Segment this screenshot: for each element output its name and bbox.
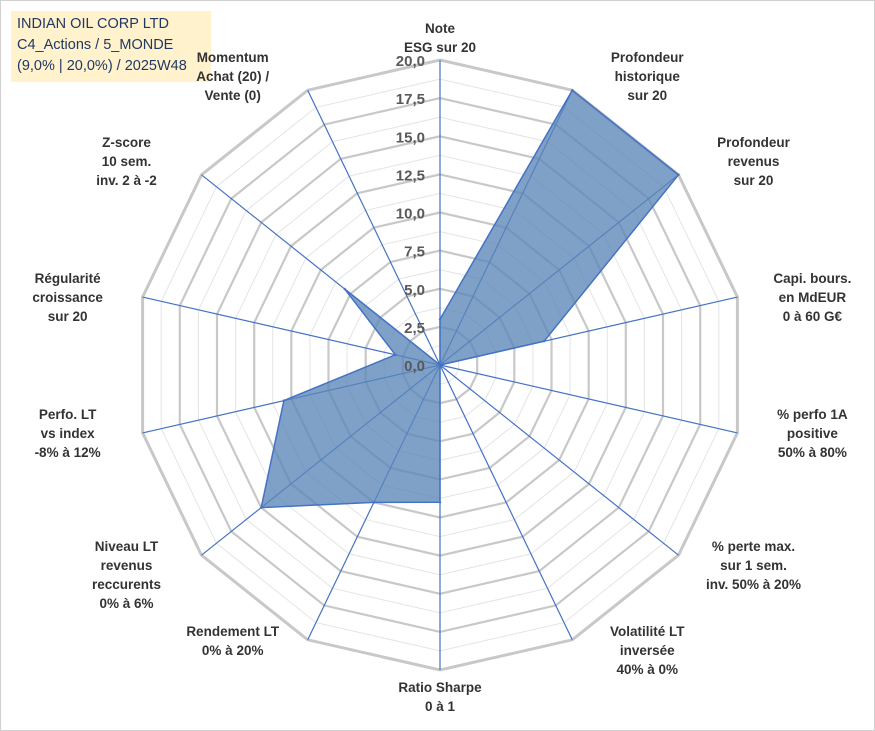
axis-label: positive <box>787 426 839 441</box>
axis-spoke <box>439 364 679 556</box>
axis-spoke <box>307 89 441 366</box>
axis-label: 10 sem. <box>102 154 152 169</box>
tick-label: 10,0 <box>396 206 425 223</box>
radar-tick-labels: 0,0 2,5 5,0 7,5 10,0 12,5 15,0 17,5 20,0 <box>396 53 425 375</box>
axis-label: reccurents <box>92 577 161 592</box>
series-point <box>542 340 546 343</box>
series-point <box>260 506 263 509</box>
axis-label: 50% à 80% <box>778 445 847 460</box>
axis-label: sur 20 <box>48 309 88 324</box>
tick-label: 20,0 <box>396 53 425 70</box>
axis-label: Profondeur <box>611 50 684 65</box>
axis-label: Régularité <box>35 271 102 286</box>
axis-label: -8% à 12% <box>35 445 101 460</box>
axis-label: historique <box>615 69 681 84</box>
axis-label: Niveau LT <box>95 539 159 554</box>
axis-label: ESG sur 20 <box>404 40 476 55</box>
axis-label: revenus <box>728 154 780 169</box>
radar-series <box>260 89 680 509</box>
axis-label: Rendement LT <box>186 624 280 639</box>
axis-label: vs index <box>41 426 96 441</box>
axis-label: Volatilité LT <box>610 624 685 639</box>
axis-label: sur 20 <box>734 173 774 188</box>
axis-label: inv. 50% à 20% <box>706 577 801 592</box>
series-point <box>282 399 286 402</box>
axis-spoke <box>439 364 738 434</box>
tick-label: 15,0 <box>396 129 425 146</box>
axis-label: % perte max. <box>712 539 795 554</box>
axis-label: 0% à 6% <box>99 596 153 611</box>
series-point <box>372 501 375 504</box>
series-area <box>260 89 680 509</box>
axis-label: inversée <box>620 643 675 658</box>
axis-label: en MdEUR <box>779 290 847 305</box>
series-point <box>343 287 346 291</box>
axis-label: Momentum <box>197 50 269 65</box>
tick-label: 7,5 <box>404 244 425 261</box>
title-line-category: C4_Actions / 5_MONDE <box>17 37 174 53</box>
axis-label: % perfo 1A <box>777 407 848 422</box>
title-line-company: INDIAN OIL CORP LTD <box>17 16 170 32</box>
axis-label: inv. 2 à -2 <box>96 173 157 188</box>
axis-label: Capi. bours. <box>773 271 851 286</box>
tick-label: 17,5 <box>396 91 425 108</box>
series-point <box>677 173 680 176</box>
tick-label: 2,5 <box>404 320 425 337</box>
axis-spoke <box>439 364 573 641</box>
axis-label: sur 20 <box>627 88 667 103</box>
series-point <box>438 318 442 321</box>
axis-label: 0% à 20% <box>202 643 264 658</box>
series-point <box>438 501 442 504</box>
axis-label: sur 1 sem. <box>720 558 787 573</box>
series-point <box>571 89 574 92</box>
axis-label: 0 à 60 G€ <box>783 309 843 324</box>
title-line-period: (9,0% | 20,0%) / 2025W48 <box>17 58 187 74</box>
radar-axis-labels: Note ESG sur 20 Profondeur historique sur 20… <box>32 21 851 714</box>
axis-label: Note <box>425 21 455 36</box>
series-point <box>438 363 442 367</box>
tick-label: 5,0 <box>404 282 425 299</box>
axis-label: Z-score <box>102 135 151 150</box>
tick-label: 0,0 <box>404 358 425 375</box>
axis-label: croissance <box>32 290 103 305</box>
axis-label: Ratio Sharpe <box>398 680 482 695</box>
axis-label: Profondeur <box>717 135 790 150</box>
axis-label: revenus <box>101 558 153 573</box>
axis-label: Perfo. LT <box>39 407 97 422</box>
axis-spoke <box>142 296 441 366</box>
tick-label: 12,5 <box>396 167 425 184</box>
axis-label: 0 à 1 <box>425 699 456 714</box>
series-point <box>394 353 397 356</box>
axis-label: Achat (20) / <box>196 69 269 84</box>
chart-title-box: INDIAN OIL CORP LTD C4_Actions / 5_MONDE… <box>11 11 211 82</box>
axis-label: 40% à 0% <box>617 662 679 677</box>
axis-label: Vente (0) <box>205 88 261 103</box>
